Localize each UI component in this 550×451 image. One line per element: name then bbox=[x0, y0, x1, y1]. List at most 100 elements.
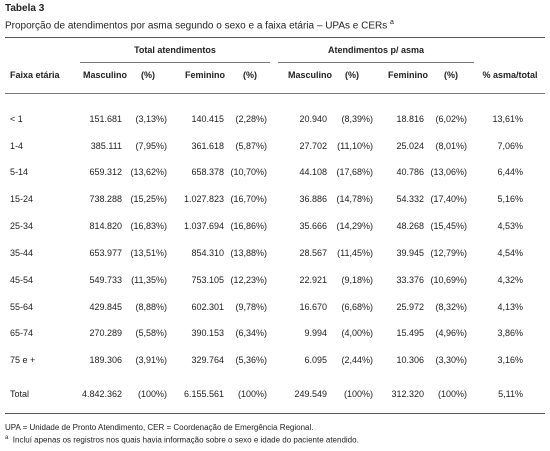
table-cell: 18.816 bbox=[396, 114, 424, 124]
row-label: 65-74 bbox=[10, 328, 34, 338]
table-cell: 40.786 bbox=[396, 167, 424, 177]
row-label: 45-54 bbox=[10, 275, 34, 285]
table-cell: 312.320 bbox=[391, 389, 424, 399]
table-cell: 6.155.561 bbox=[183, 389, 224, 399]
table-cell: (2,44%) bbox=[341, 355, 373, 365]
table-cell: (15,25%) bbox=[130, 194, 167, 204]
table-cell: 28.567 bbox=[299, 248, 327, 258]
table-cell: 659.312 bbox=[89, 167, 122, 177]
table-cell: (16,70%) bbox=[230, 194, 267, 204]
column-header: Feminino bbox=[388, 70, 428, 80]
table-cell: 1.037.694 bbox=[183, 221, 224, 231]
table-subtitle: Proporção de atendimentos por asma segun… bbox=[5, 17, 394, 31]
table-cell: (7,95%) bbox=[135, 141, 167, 151]
table-cell: (6,02%) bbox=[435, 114, 467, 124]
row-label: 1-4 bbox=[10, 141, 24, 151]
table-cell: 20.940 bbox=[299, 114, 327, 124]
table-cell: (11,10%) bbox=[337, 141, 373, 151]
table-cell: (14,78%) bbox=[336, 194, 373, 204]
rule bbox=[80, 62, 270, 63]
rule bbox=[5, 93, 545, 94]
row-label: Total bbox=[10, 389, 30, 399]
table-cell: (9,18%) bbox=[341, 275, 373, 285]
table-cell: (100%) bbox=[137, 389, 167, 399]
table-cell: 4,32% bbox=[497, 275, 523, 285]
table-cell: 329.764 bbox=[191, 355, 224, 365]
rule bbox=[5, 37, 545, 38]
table-cell: 1.027.823 bbox=[183, 194, 224, 204]
table-cell: 16.670 bbox=[299, 302, 327, 312]
table-cell: 549.733 bbox=[89, 275, 122, 285]
rule bbox=[278, 62, 474, 63]
table-cell: 48.268 bbox=[396, 221, 424, 231]
table-cell: (3,13%) bbox=[135, 114, 167, 124]
table-cell: 4.842.362 bbox=[81, 389, 122, 399]
column-header: Faixa etária bbox=[10, 70, 60, 80]
table-cell: 140.415 bbox=[191, 114, 224, 124]
table-cell: (15,45%) bbox=[430, 221, 467, 231]
table-cell: 3,16% bbox=[497, 355, 523, 365]
row-label: 35-44 bbox=[10, 248, 34, 258]
table-cell: 25.024 bbox=[396, 141, 424, 151]
table-cell: (100%) bbox=[343, 389, 373, 399]
table-cell: 35.666 bbox=[299, 221, 327, 231]
column-header: (%) bbox=[444, 70, 458, 80]
table-cell: 6.095 bbox=[304, 355, 327, 365]
footnote-text: Incluí apenas os registros nos quais hav… bbox=[12, 435, 359, 445]
table-cell: 7,06% bbox=[497, 141, 523, 151]
table-cell: 27.702 bbox=[299, 141, 327, 151]
table-cell: 189.306 bbox=[89, 355, 122, 365]
table-cell: (13,62%) bbox=[130, 167, 167, 177]
table-cell: (4,96%) bbox=[435, 328, 467, 338]
table-cell: 6,44% bbox=[497, 167, 523, 177]
table-cell: 25.972 bbox=[396, 302, 424, 312]
table-cell: (13,06%) bbox=[430, 167, 467, 177]
table-cell: 385.111 bbox=[90, 141, 122, 151]
table-cell: 602.301 bbox=[191, 302, 224, 312]
table-cell: (3,91%) bbox=[135, 355, 167, 365]
table-cell: 15.495 bbox=[396, 328, 424, 338]
table-cell: (5,58%) bbox=[135, 328, 167, 338]
table-cell: (4,00%) bbox=[341, 328, 373, 338]
table-cell: (11,45%) bbox=[337, 248, 373, 258]
row-label: 55-64 bbox=[10, 302, 34, 312]
table-cell: 39.945 bbox=[396, 248, 424, 258]
row-label: 15-24 bbox=[10, 194, 34, 204]
table-cell: 13,61% bbox=[492, 114, 523, 124]
column-header: (%) bbox=[141, 70, 155, 80]
table-cell: (6,34%) bbox=[235, 328, 267, 338]
row-label: 5-14 bbox=[10, 167, 29, 177]
table-cell: (13,51%) bbox=[130, 248, 167, 258]
table-cell: 4,13% bbox=[497, 302, 523, 312]
table-cell: (13,88%) bbox=[230, 248, 267, 258]
table-cell: (17,40%) bbox=[430, 194, 467, 204]
footnote: UPA = Unidade de Pronto Atendimento, CER… bbox=[5, 423, 314, 432]
table-cell: (8,39%) bbox=[341, 114, 373, 124]
table-cell: 738.288 bbox=[89, 194, 122, 204]
table-cell: (16,83%) bbox=[130, 221, 167, 231]
table-cell: 249.549 bbox=[294, 389, 327, 399]
table-cell: (5,36%) bbox=[235, 355, 267, 365]
table-cell: (8,32%) bbox=[435, 302, 467, 312]
column-header: Masculino bbox=[287, 70, 333, 80]
table-cell: (9,78%) bbox=[235, 302, 267, 312]
table-cell: (10,70%) bbox=[230, 167, 267, 177]
table-cell: 36.886 bbox=[299, 194, 327, 204]
table-cell: 753.105 bbox=[191, 275, 224, 285]
footnote: a Incluí apenas os registros nos quais h… bbox=[5, 433, 359, 446]
row-label: 75 e + bbox=[10, 355, 36, 365]
table-cell: (100%) bbox=[237, 389, 267, 399]
row-label: < 1 bbox=[10, 114, 23, 124]
table-cell: 10.306 bbox=[396, 355, 424, 365]
column-header: % asma/total bbox=[482, 70, 538, 80]
subtitle-text: Proporção de atendimentos por asma segun… bbox=[5, 20, 388, 32]
table-cell: 9.994 bbox=[304, 328, 327, 338]
table-cell: (17,68%) bbox=[336, 167, 373, 177]
table-cell: (3,30%) bbox=[435, 355, 467, 365]
table-cell: (16,86%) bbox=[230, 221, 267, 231]
table-cell: (2,28%) bbox=[235, 114, 267, 124]
table-cell: 390.153 bbox=[191, 328, 224, 338]
column-header: Feminino bbox=[185, 70, 225, 80]
column-header: (%) bbox=[243, 70, 257, 80]
